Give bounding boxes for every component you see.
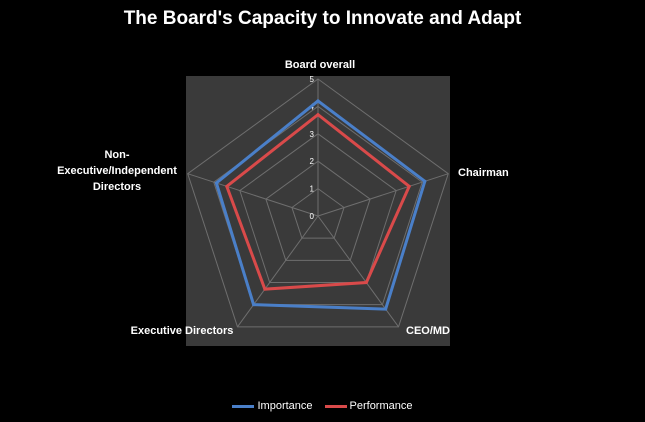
category-label-3: Executive Directors	[131, 325, 234, 337]
series-point-performance-4	[225, 184, 229, 188]
legend-swatch-importance	[232, 404, 255, 408]
series-point-importance-4	[214, 181, 218, 185]
legend-swatch-performance	[324, 404, 347, 408]
legend: Importance Performance	[0, 400, 645, 412]
chart-title: The Board's Capacity to Innovate and Ada…	[123, 8, 522, 29]
series-point-importance-2	[384, 307, 388, 311]
category-label-2: CEO/MD	[406, 325, 450, 337]
series-point-performance-3	[263, 287, 267, 291]
series-line-importance	[214, 99, 427, 311]
r-tick-label-5: 5	[310, 75, 315, 84]
grid-spoke-3	[237, 215, 319, 328]
legend-item-importance: Importance	[232, 400, 313, 412]
series-point-importance-0	[316, 99, 320, 103]
r-tick-label-0: 0	[310, 212, 315, 221]
series-line-performance	[225, 112, 412, 291]
category-label-4: Non-Executive/Independent Directors	[57, 149, 177, 193]
legend-label-importance: Importance	[257, 400, 313, 412]
series-point-performance-2	[364, 281, 368, 285]
category-layer: Board overall Chairman CEO/MD Executive Dir…	[57, 59, 509, 337]
series-point-performance-1	[407, 184, 411, 188]
legend-item-performance: Performance	[324, 400, 413, 412]
series-point-importance-1	[423, 179, 427, 183]
grid-ring-5	[187, 78, 449, 328]
r-tick-label-2: 2	[310, 157, 315, 166]
legend-label-performance: Performance	[349, 400, 413, 412]
category-label-1: Chairman	[458, 167, 509, 179]
grid-ring-1	[291, 187, 345, 239]
category-label-0: Board overall	[285, 59, 355, 71]
grid-spoke-4	[187, 173, 319, 217]
series-layer	[214, 99, 427, 311]
r-tick-label-1: 1	[310, 185, 315, 194]
series-point-performance-0	[316, 113, 320, 117]
r-tick-label-3: 3	[310, 130, 315, 139]
grid-ring-2	[265, 160, 371, 261]
grid-ring-3	[239, 133, 397, 284]
series-point-importance-3	[252, 303, 256, 307]
